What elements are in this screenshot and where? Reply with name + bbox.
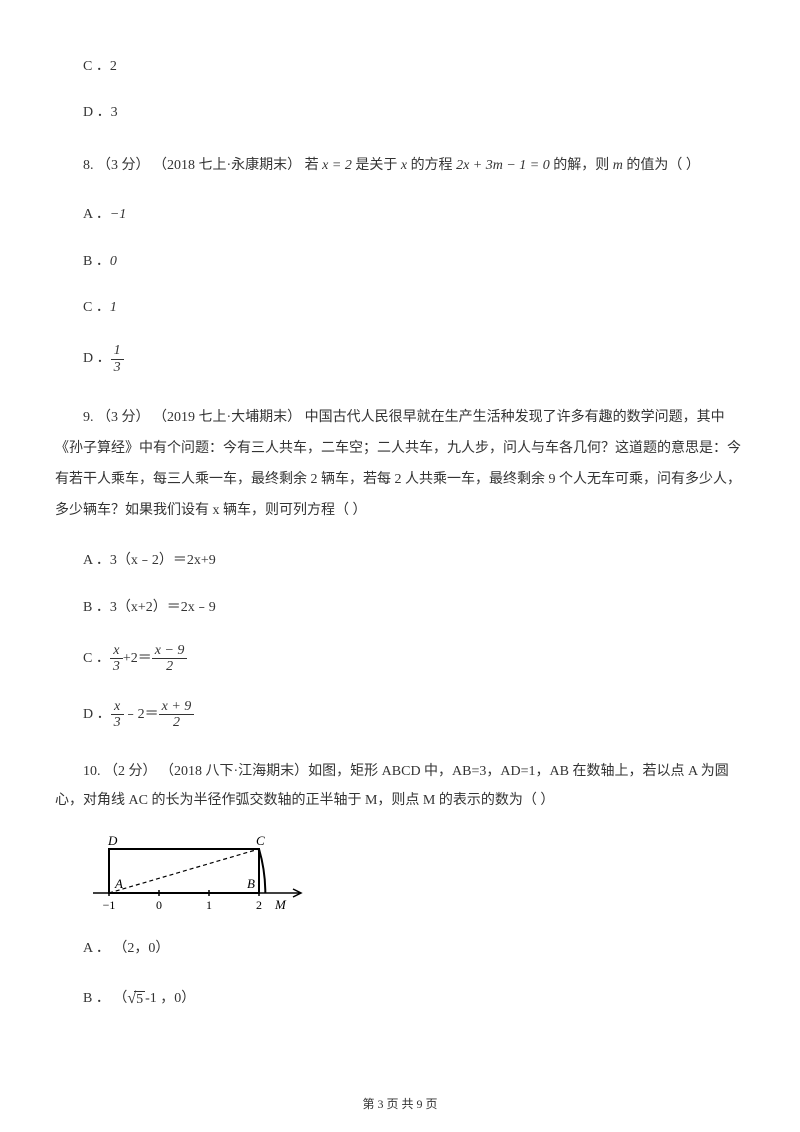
- page-footer-text: 第 3 页 共 9 页: [362, 1097, 437, 1111]
- q7-option-d: D ．3: [55, 102, 745, 124]
- q8-option-b-val: 0: [110, 251, 117, 273]
- q10-diagram-svg: −1 0 1 2 A B C D M: [83, 835, 303, 913]
- q9-stem: 9. （3 分） （2019 七上·大埔期末） 中国古代人民很早就在生产生活种发…: [55, 403, 745, 526]
- q9-option-c-rhs: x − 9 2: [152, 643, 188, 675]
- q9-option-d-rhs-num: x + 9: [159, 699, 195, 715]
- q9-option-d-rhs-den: 2: [159, 715, 195, 730]
- q8-option-d-label: D ．: [83, 348, 111, 370]
- q10-option-b: B ． （ √5 -1 ，0）: [83, 986, 745, 1012]
- q9-option-d-rhs: x + 9 2: [159, 699, 195, 731]
- q9-option-c-rhs-den: 2: [152, 659, 188, 674]
- svg-text:0: 0: [156, 898, 162, 912]
- q8-stem: 8. （3 分） （2018 七上·永康期末） 若 x = 2 是关于 x 的方…: [55, 151, 745, 180]
- q8-stem-end: 的值为（ ）: [626, 158, 700, 173]
- q10-diagram: −1 0 1 2 A B C D M: [83, 835, 745, 921]
- q8-option-a: A ． −1: [83, 204, 745, 226]
- q10-option-a-text: A ． （2，0）: [83, 941, 169, 956]
- svg-text:C: C: [256, 835, 265, 848]
- q8-option-b: B ． 0: [83, 251, 745, 273]
- q9-option-c-label: C ．: [83, 648, 110, 670]
- q8-option-d-den: 3: [111, 360, 124, 375]
- q9-option-c-lhs-num: x: [110, 643, 123, 659]
- q8-eq1: x = 2: [322, 158, 352, 173]
- q9-option-c-lhs-den: 3: [110, 659, 123, 674]
- q10-option-b-post: -1 ，0）: [145, 988, 195, 1010]
- q8-stem-pre: 8. （3 分） （2018 七上·永康期末） 若: [83, 158, 322, 173]
- q8-stem-mid3: 的解，则: [553, 158, 613, 173]
- q9-option-a-text: A ．3（x﹣2）＝2x+9: [83, 553, 216, 568]
- q10-stem-text: 10. （2 分） （2018 八下·江海期末）如图，矩形 ABCD 中，AB=…: [55, 764, 729, 808]
- q9-stem-text: 9. （3 分） （2019 七上·大埔期末） 中国古代人民很早就在生产生活种发…: [55, 410, 741, 517]
- q9-option-c: C ． x 3 +2＝ x − 9 2: [83, 643, 745, 675]
- q10-option-b-sqrt: √5: [127, 986, 145, 1012]
- q9-option-d-lhs-num: x: [111, 699, 124, 715]
- q7-option-c-text: C ．2: [83, 59, 117, 74]
- q8-eq2: 2x + 3m − 1 = 0: [456, 158, 550, 173]
- q10-stem: 10. （2 分） （2018 八下·江海期末）如图，矩形 ABCD 中，AB=…: [55, 757, 745, 816]
- q8-var-m: m: [613, 158, 623, 173]
- q9-option-d-label: D ．: [83, 704, 111, 726]
- q8-option-d-num: 1: [111, 343, 124, 359]
- q9-option-c-lhs: x 3: [110, 643, 123, 675]
- q8-option-a-val: −1: [110, 204, 126, 226]
- q8-option-d: D ． 1 3: [83, 343, 745, 375]
- q10-option-a: A ． （2，0）: [83, 938, 745, 960]
- q8-var-x: x: [401, 158, 407, 173]
- q9-option-d-mid: ﹣2＝: [124, 704, 159, 726]
- q8-stem-mid2: 的方程: [411, 158, 457, 173]
- q8-option-a-label: A ．: [83, 204, 110, 226]
- q9-option-b: B ．3（x+2）＝2x﹣9: [55, 597, 745, 619]
- q8-option-c-label: C ．: [83, 297, 110, 319]
- svg-text:A: A: [114, 876, 123, 891]
- q8-option-d-fraction: 1 3: [111, 343, 124, 375]
- svg-text:−1: −1: [103, 898, 116, 912]
- svg-text:1: 1: [206, 898, 212, 912]
- q7-option-d-text: D ．3: [83, 105, 118, 120]
- q10-option-b-sqrt-val: 5: [134, 991, 145, 1007]
- q9-option-d-lhs: x 3: [111, 699, 124, 731]
- q10-option-b-pre: B ． （: [83, 988, 127, 1010]
- q8-option-c-val: 1: [110, 297, 117, 319]
- page-footer: 第 3 页 共 9 页: [0, 1095, 800, 1114]
- svg-text:M: M: [274, 897, 287, 912]
- q8-stem-mid1: 是关于: [355, 158, 401, 173]
- q9-option-c-rhs-num: x − 9: [152, 643, 188, 659]
- svg-text:B: B: [247, 876, 255, 891]
- q8-option-c: C ． 1: [83, 297, 745, 319]
- q9-option-b-text: B ．3（x+2）＝2x﹣9: [83, 600, 216, 615]
- q9-option-d-lhs-den: 3: [111, 715, 124, 730]
- svg-text:D: D: [107, 835, 118, 848]
- q8-option-b-label: B ．: [83, 251, 110, 273]
- q9-option-a: A ．3（x﹣2）＝2x+9: [55, 550, 745, 572]
- svg-text:2: 2: [256, 898, 262, 912]
- q9-option-c-mid: +2＝: [123, 648, 152, 670]
- q7-option-c: C ．2: [55, 56, 745, 78]
- q9-option-d: D ． x 3 ﹣2＝ x + 9 2: [83, 699, 745, 731]
